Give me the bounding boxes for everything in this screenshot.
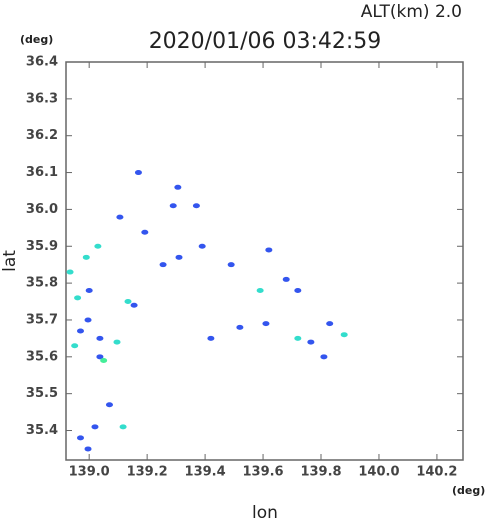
y-tick-label: 35.5 xyxy=(26,386,58,401)
echo-point xyxy=(76,435,84,441)
echo-point xyxy=(116,214,124,220)
echo-point xyxy=(130,302,138,308)
x-tick-label: 139.0 xyxy=(69,465,110,480)
y-tick-label: 36.1 xyxy=(26,165,58,180)
echo-point xyxy=(294,335,302,341)
echo-point xyxy=(124,299,132,305)
echo-point xyxy=(262,321,270,327)
y-tick-label: 35.8 xyxy=(26,276,58,291)
echo-point xyxy=(141,229,149,235)
echo-point xyxy=(105,402,113,408)
echo-point xyxy=(100,358,108,363)
echo-point xyxy=(113,339,121,345)
x-tick-label: 139.2 xyxy=(127,465,168,480)
echo-point xyxy=(340,332,348,338)
echo-point xyxy=(94,243,102,249)
echo-point xyxy=(85,287,93,293)
echo-point xyxy=(282,276,290,282)
y-tick-label: 35.6 xyxy=(26,349,58,364)
echo-point xyxy=(192,203,200,209)
echo-point xyxy=(74,295,82,301)
echo-point xyxy=(159,262,167,268)
echo-point xyxy=(320,354,328,360)
y-unit: (deg) xyxy=(20,33,53,46)
echo-point xyxy=(169,203,177,209)
x-tick-label: 139.8 xyxy=(300,465,341,480)
echo-point xyxy=(207,335,215,341)
echo-point xyxy=(96,354,104,360)
altitude-label: ALT(km) 2.0 xyxy=(361,2,462,22)
echo-point xyxy=(174,184,182,190)
echo-point xyxy=(66,269,74,275)
y-tick-label: 36.2 xyxy=(26,128,58,143)
chart-title: 2020/01/06 03:42:59 xyxy=(149,29,382,54)
echo-point xyxy=(84,317,92,323)
echo-point xyxy=(294,287,302,293)
x-tick-label: 140.2 xyxy=(416,465,457,480)
echo-point xyxy=(236,324,244,330)
echo-point xyxy=(134,170,142,176)
echo-point xyxy=(198,243,206,249)
x-axis-label: lon xyxy=(252,503,278,521)
echo-point xyxy=(119,424,127,430)
x-unit: (deg) xyxy=(452,484,485,497)
y-axis-label: lat xyxy=(0,250,20,272)
x-tick-label: 139.6 xyxy=(242,465,283,480)
echo-point xyxy=(91,424,99,430)
echo-point xyxy=(326,321,334,327)
echo-point xyxy=(84,446,92,452)
echo-point xyxy=(175,254,183,260)
echo-point xyxy=(82,254,90,260)
echo-point xyxy=(96,335,104,341)
y-tick-label: 35.9 xyxy=(26,239,58,254)
plot-frame xyxy=(65,61,464,461)
y-tick-label: 36.4 xyxy=(26,55,58,70)
echo-point xyxy=(307,339,315,345)
echo-point xyxy=(227,262,235,268)
echo-point xyxy=(76,328,84,334)
echo-point xyxy=(256,287,264,293)
echo-point xyxy=(265,247,273,253)
y-tick-label: 35.4 xyxy=(26,423,58,438)
y-tick-label: 36.0 xyxy=(26,202,58,217)
x-tick-label: 139.4 xyxy=(185,465,226,480)
x-tick-label: 140.0 xyxy=(358,465,399,480)
y-tick-label: 35.7 xyxy=(26,312,58,327)
y-tick-label: 36.3 xyxy=(26,91,58,106)
echo-point xyxy=(71,343,79,349)
